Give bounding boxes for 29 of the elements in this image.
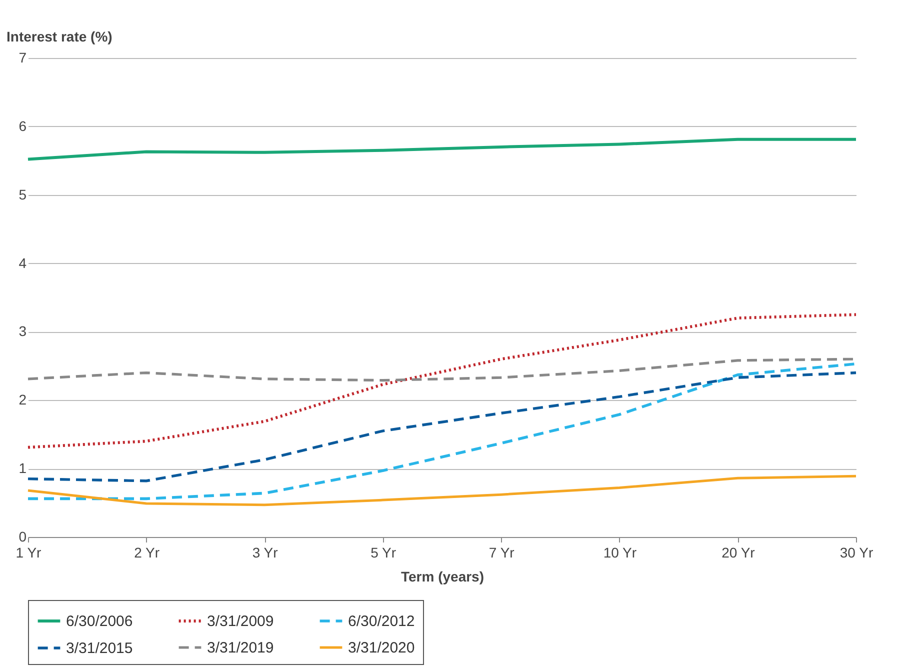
x-tick-label: 1 Yr (16, 544, 42, 560)
y-tick-label: 1 (18, 460, 27, 476)
y-tick-label: 3 (18, 323, 27, 340)
x-tick-label: 2 Yr (134, 544, 160, 560)
x-tick-label: 5 Yr (370, 544, 396, 560)
legend-label: 3/31/2009 (207, 613, 274, 630)
y-tick-label: 0 (18, 528, 27, 544)
x-tick-label: 7 Yr (488, 544, 515, 560)
y-tick-label: 7 (18, 50, 27, 66)
x-tick-label: 3 Yr (252, 544, 278, 560)
y-tick-label: 2 (18, 392, 27, 408)
y-tick-label: 4 (18, 254, 27, 271)
y-axis-title: Interest rate (%) (6, 28, 112, 44)
legend-label: 3/31/2015 (66, 640, 133, 657)
y-tick-label: 5 (18, 186, 27, 202)
line-series (26, 313, 858, 449)
x-tick-label: 30 Yr (840, 544, 874, 560)
line-series (26, 138, 858, 161)
x-tick-label: 10 Yr (603, 544, 637, 560)
line-series (26, 362, 858, 500)
legend-label: 6/30/2006 (66, 613, 133, 630)
legend-label: 3/31/2020 (348, 640, 415, 656)
y-tick-label: 6 (18, 118, 27, 134)
legend-label: 6/30/2012 (348, 613, 415, 630)
legend-label: 3/31/2019 (207, 640, 274, 656)
x-tick-label: 20 Yr (722, 544, 756, 560)
x-axis-title: Term (years) (400, 568, 484, 584)
line-series (26, 371, 858, 482)
line-series (26, 474, 858, 506)
